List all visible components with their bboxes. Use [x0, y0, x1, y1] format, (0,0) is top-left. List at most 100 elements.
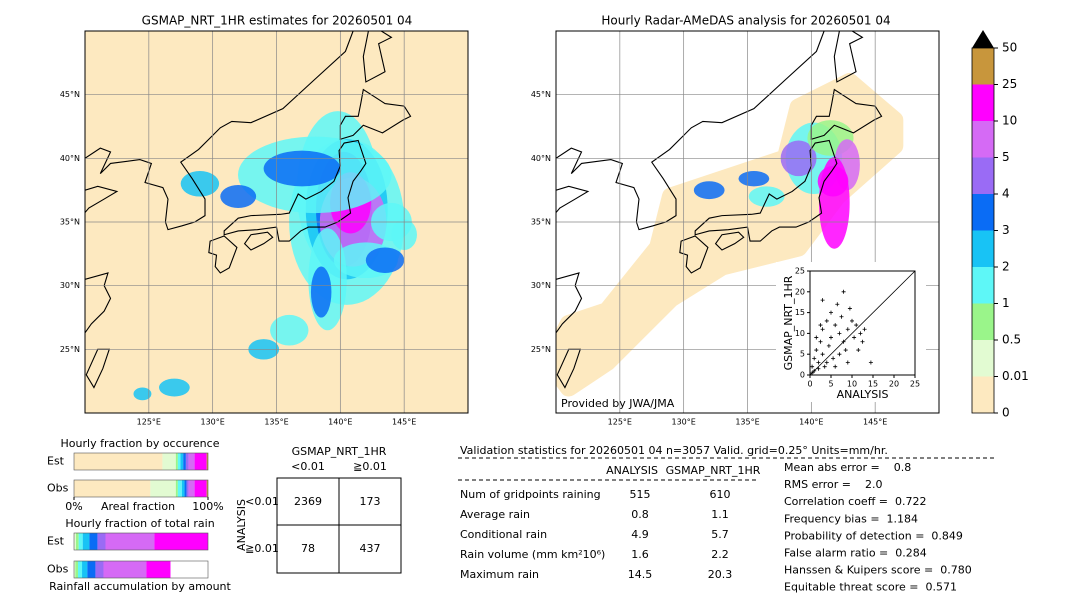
- coastline: [694, 139, 838, 242]
- rain-area: [738, 171, 770, 187]
- panel-title: Hourly fraction of total rain: [65, 517, 214, 530]
- colorbar-label: 5: [1002, 150, 1010, 164]
- bar-segment: [181, 480, 185, 497]
- row-label: Maximum rain: [460, 568, 539, 581]
- cell: 4.9: [631, 528, 649, 541]
- bar-segment: [75, 561, 79, 578]
- y-tick-label: 10: [795, 329, 805, 338]
- colorbar-segment: [972, 194, 994, 231]
- point: [837, 352, 842, 357]
- row-label: Average rain: [460, 508, 530, 521]
- x-tick-label: 25: [910, 380, 920, 389]
- point: [835, 302, 840, 307]
- point: [860, 339, 865, 344]
- bar-segment: [183, 453, 186, 470]
- row-label: Conditional rain: [460, 528, 547, 541]
- point: [852, 335, 857, 340]
- bar-segment: [175, 480, 178, 497]
- bar-segment: [180, 453, 184, 470]
- rain-area: [310, 266, 332, 318]
- lon-label: 130°E: [201, 418, 225, 427]
- bar-segment: [78, 561, 83, 578]
- bar-label: Obs: [47, 563, 69, 576]
- cell: 78: [301, 542, 315, 555]
- point: [856, 348, 861, 353]
- colorbar-segment: [972, 267, 994, 304]
- col-header: ANALYSIS: [606, 464, 658, 477]
- y-tick-label: 20: [795, 287, 805, 296]
- bar-segment: [74, 453, 163, 470]
- point: [818, 339, 823, 344]
- coastline: [223, 139, 367, 242]
- score: RMS error = 2.0: [784, 478, 882, 491]
- bar-segment: [194, 453, 207, 470]
- bar-segment: [162, 453, 176, 470]
- point: [841, 289, 846, 294]
- point: [843, 348, 848, 353]
- rain-area: [270, 314, 309, 346]
- bar-segment: [206, 480, 208, 497]
- row-label: ≧0.01: [245, 542, 279, 555]
- cell: 20.3: [708, 568, 733, 581]
- map-title: GSMAP_NRT_1HR estimates for 20260501 04: [142, 14, 413, 28]
- point: [818, 323, 823, 328]
- colorbar-label: 1: [1002, 296, 1010, 310]
- col-label: <0.01: [291, 460, 325, 473]
- colorbar-segment: [972, 84, 994, 121]
- point: [820, 327, 825, 332]
- point: [850, 318, 854, 323]
- bar-segment: [76, 533, 79, 550]
- coastline: [714, 231, 745, 251]
- bar-segment: [87, 561, 96, 578]
- rain-area: [180, 171, 220, 197]
- point: [858, 331, 863, 336]
- x-tick-label: 0: [807, 380, 812, 389]
- rain-area: [159, 378, 190, 397]
- rain-area: [365, 247, 405, 273]
- point: [839, 314, 844, 319]
- lat-label: 30°N: [531, 281, 551, 290]
- map-area: [85, 31, 468, 413]
- point: [820, 352, 825, 357]
- bar-label: Est: [47, 455, 65, 468]
- bar-frame: [73, 532, 209, 551]
- coastline: [362, 31, 393, 83]
- coastline: [85, 185, 119, 214]
- point: [868, 360, 873, 365]
- panel-title: Hourly fraction by occurence: [61, 437, 220, 450]
- coastline: [243, 231, 274, 251]
- cell: 437: [360, 542, 381, 555]
- x-tick-label: 5: [828, 380, 833, 389]
- rain-area: [263, 150, 341, 187]
- point: [812, 368, 817, 373]
- rain-area: [817, 165, 849, 197]
- row-title: ANALYSIS: [235, 499, 248, 551]
- coastline: [833, 31, 864, 83]
- bar-segment: [188, 453, 195, 470]
- rain-area: [220, 185, 257, 209]
- y-tick-label: 15: [795, 308, 805, 317]
- lat-label: 45°N: [531, 90, 551, 99]
- point: [810, 370, 815, 375]
- lon-label: 135°E: [735, 418, 759, 427]
- bar-segment: [175, 453, 178, 470]
- axis-label: Rainfall accumulation by amount: [49, 580, 231, 593]
- coastline: [556, 272, 583, 334]
- cell: 2.2: [711, 548, 729, 561]
- cell: 0.8: [631, 508, 649, 521]
- point: [816, 366, 821, 371]
- bar-segment: [186, 480, 189, 497]
- point: [862, 327, 867, 332]
- point: [814, 348, 819, 353]
- x-tick-label: 15: [868, 380, 878, 389]
- bar-segment: [177, 480, 182, 497]
- point: [810, 364, 815, 369]
- point: [826, 343, 831, 348]
- map: 45°N 40°N 35°N 30°N 25°N 125°E 130°E 135°E 140°E…: [60, 30, 469, 427]
- cell: 2369: [294, 495, 322, 508]
- lat-label: 25°N: [60, 345, 80, 354]
- colorbar-segment: [972, 303, 994, 340]
- x-axis-label: ANALYSIS: [837, 388, 889, 401]
- colorbar-segment: [972, 376, 994, 413]
- point: [837, 331, 842, 336]
